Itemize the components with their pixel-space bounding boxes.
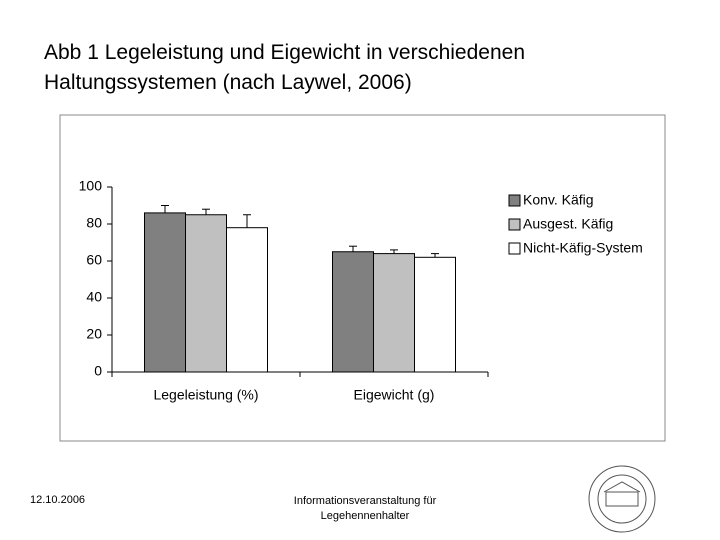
error-bar: [202, 208, 210, 215]
y-tick-label: 80: [86, 215, 102, 231]
slide-title: Abb 1 Legeleistung und Eigewicht in vers…: [44, 41, 526, 94]
error-bar: [161, 205, 169, 213]
error-bar: [243, 214, 251, 228]
bar: [332, 251, 374, 373]
bar: [144, 212, 186, 373]
legend-swatch: [508, 194, 521, 207]
legend-label: Nicht-Käfig-System: [523, 240, 643, 256]
y-tick-label: 20: [86, 326, 102, 342]
error-bar: [349, 245, 357, 252]
error-bar: [390, 249, 398, 254]
bar: [226, 227, 268, 373]
x-tick-label: Legeleistung (%): [153, 387, 258, 403]
bar: [373, 253, 415, 373]
bar: [414, 256, 456, 373]
y-tick-label: 100: [79, 178, 103, 194]
logo: [588, 465, 656, 533]
legend-swatch: [508, 218, 521, 231]
legend-label: Konv. Käfig: [523, 192, 594, 208]
footer-text: Informationsveranstaltung für Legehennen…: [293, 495, 437, 522]
y-tick-label: 0: [94, 363, 102, 379]
legend-label: Ausgest. Käfig: [523, 216, 613, 232]
legend-swatch: [508, 242, 521, 255]
x-tick-label: Eigewicht (g): [354, 387, 435, 403]
bar: [185, 214, 227, 373]
error-bar: [431, 253, 439, 258]
y-tick-label: 40: [86, 289, 102, 305]
footer-date: 12.10.2006: [30, 494, 86, 506]
y-tick-label: 60: [86, 252, 102, 268]
